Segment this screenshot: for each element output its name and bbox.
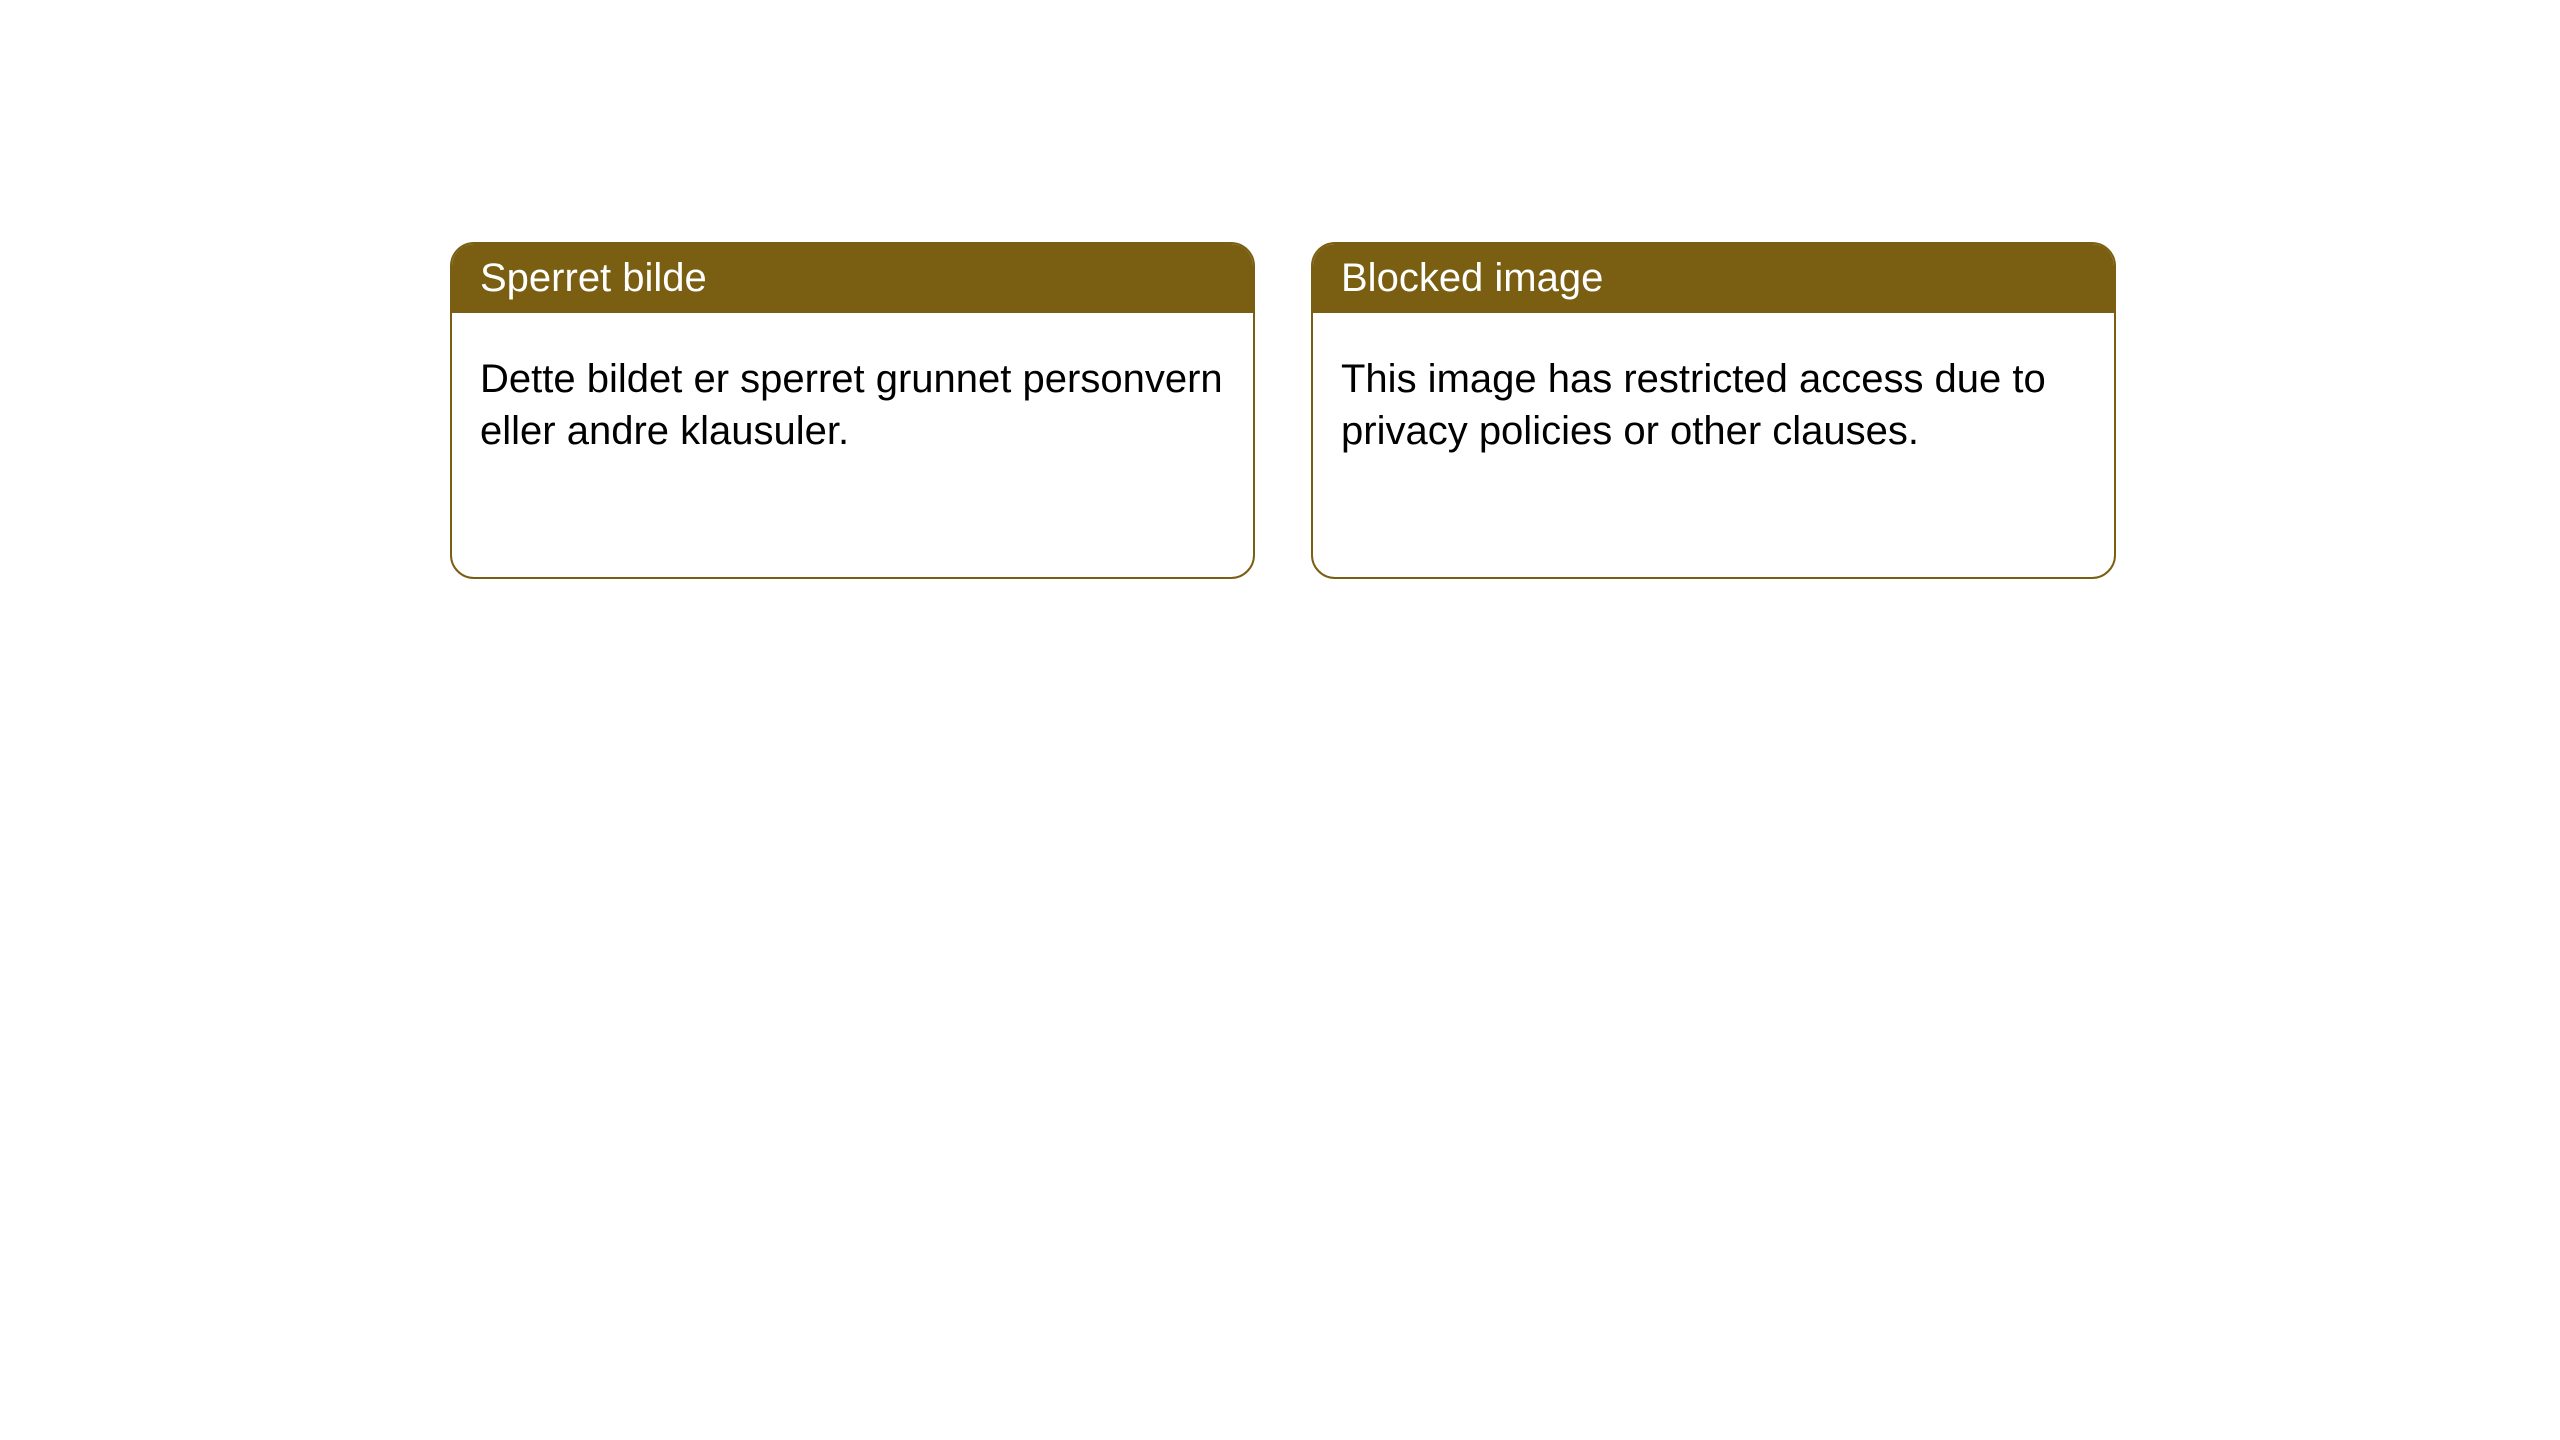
notice-card-norwegian: Sperret bilde Dette bildet er sperret gr… xyxy=(450,242,1255,579)
notice-card-english: Blocked image This image has restricted … xyxy=(1311,242,2116,579)
card-body-text: This image has restricted access due to … xyxy=(1341,357,2046,453)
card-title: Sperret bilde xyxy=(480,256,707,300)
card-body-text: Dette bildet er sperret grunnet personve… xyxy=(480,357,1223,453)
card-body-norwegian: Dette bildet er sperret grunnet personve… xyxy=(452,313,1253,497)
card-header-english: Blocked image xyxy=(1313,244,2114,313)
notice-cards-container: Sperret bilde Dette bildet er sperret gr… xyxy=(450,242,2560,579)
card-header-norwegian: Sperret bilde xyxy=(452,244,1253,313)
card-body-english: This image has restricted access due to … xyxy=(1313,313,2114,497)
card-title: Blocked image xyxy=(1341,256,1603,300)
